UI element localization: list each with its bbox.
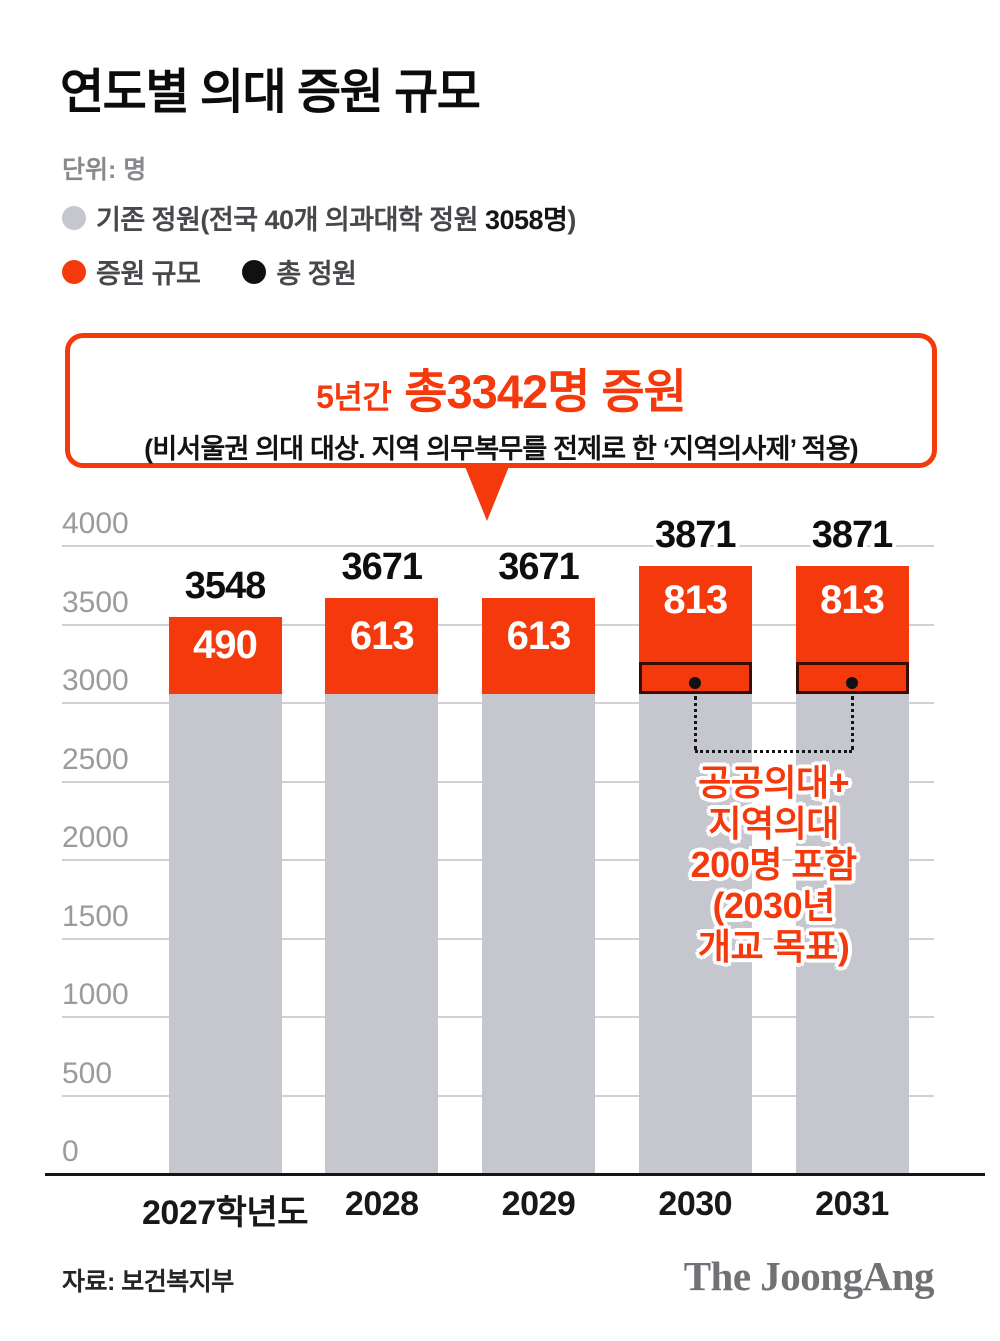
highlight-note: 공공의대+ 지역의대 200명 포함 (2030년 개교 목표) <box>624 762 924 967</box>
joongang-logo: The JoongAng <box>683 1253 935 1299</box>
y-tick-label: 1500 <box>62 899 129 933</box>
unit-label: 단위: 명 <box>62 156 147 184</box>
bar-increase-segment <box>795 566 909 694</box>
legend-total-swatch <box>242 259 267 284</box>
y-tick-label: 1000 <box>62 978 129 1011</box>
bar-base-segment <box>482 693 595 1174</box>
legend-increase-label: 증원 규모 <box>96 259 201 289</box>
legend-existing-prefix: 기존 정원(전국 40개 의과대학 정원 <box>96 205 485 235</box>
total-dot <box>846 677 858 690</box>
source-label: 자료: 보건복지부 <box>62 1268 234 1296</box>
bar-increase-segment <box>638 566 752 694</box>
legend-total-label: 총 정원 <box>276 259 357 289</box>
y-tick-label: 0 <box>62 1135 79 1168</box>
grid-line <box>62 545 934 547</box>
legend-existing-swatch <box>62 205 86 230</box>
legend-existing-label: 기존 정원(전국 40개 의과대학 정원 3058명) <box>96 198 576 237</box>
highlight-note-line: 개교 목표) <box>697 926 850 967</box>
callout-period-label: 5년간 <box>316 379 392 415</box>
legend-existing-bold: 3058명 <box>484 205 568 235</box>
callout-headline: 총3342명 증원 <box>404 365 687 418</box>
y-tick-label: 2500 <box>62 742 129 776</box>
category-label: 2030 <box>658 1185 733 1223</box>
total-dot <box>689 677 702 690</box>
legend-existing-suffix: ) <box>567 205 576 235</box>
callout-pointer-arrow <box>464 464 510 521</box>
bar-increase-label: 490 <box>193 623 258 668</box>
bar-base-segment <box>795 693 909 1174</box>
bar-total-label: 3871 <box>811 514 894 557</box>
bar-increase-label: 813 <box>663 578 728 623</box>
bar-total-label: 3671 <box>498 545 580 588</box>
highlight-note-line: (2030년 <box>712 885 836 926</box>
highlight-note-line: 지역의대 <box>708 803 839 844</box>
connector-line-vertical <box>850 696 854 750</box>
highlight-box <box>795 662 909 694</box>
bar-base-segment <box>638 693 752 1174</box>
legend-row-existing: 기존 정원(전국 40개 의과대학 정원 3058명) <box>62 198 576 237</box>
connector-line-vertical <box>693 696 697 750</box>
legend-increase-item: 증원 규모 <box>62 252 201 291</box>
x-axis-line <box>45 1173 985 1176</box>
highlight-note-line: 공공의대+ <box>698 762 850 803</box>
legend-total-item: 총 정원 <box>242 252 357 291</box>
y-tick-label: 500 <box>62 1056 113 1090</box>
y-tick-label: 2000 <box>62 821 129 854</box>
bar-base-segment <box>325 693 439 1174</box>
bar-increase-label: 813 <box>820 578 885 623</box>
category-label: 2029 <box>501 1185 576 1223</box>
bar-total-label: 3871 <box>654 514 737 557</box>
highlight-box <box>638 662 752 694</box>
legend-increase-swatch <box>62 259 86 284</box>
page-title: 연도별 의대 증원 규모 <box>60 66 481 119</box>
y-tick-label: 3000 <box>62 664 129 697</box>
bar-increase-label: 613 <box>349 613 415 658</box>
category-label: 2027학년도 <box>142 1194 308 1232</box>
callout-headline-row: 5년간 총3342명 증원 <box>70 353 932 422</box>
bar-increase-segment <box>325 597 439 694</box>
bar-base-segment <box>168 693 282 1174</box>
category-label: 2028 <box>344 1185 419 1223</box>
highlight-note-line: 200명 포함 <box>690 844 857 885</box>
y-tick-label: 4000 <box>62 507 129 540</box>
bar-increase-segment <box>482 597 595 694</box>
category-label: 2031 <box>815 1185 889 1223</box>
bar-increase-label: 613 <box>506 613 572 658</box>
callout-subline: (비서울권 의대 대상. 지역 의무복무를 전제로 한 ‘지역의사제’ 적용) <box>144 434 858 464</box>
callout-box: 5년간 총3342명 증원 (비서울권 의대 대상. 지역 의무복무를 전제로 … <box>65 333 937 468</box>
connector-line-horizontal <box>695 750 852 753</box>
legend-row-series: 증원 규모 총 정원 <box>62 252 398 291</box>
bar-total-label: 3548 <box>184 564 267 607</box>
bar-total-label: 3671 <box>341 545 423 588</box>
bar-increase-segment <box>168 616 282 694</box>
y-tick-label: 3500 <box>62 585 129 619</box>
